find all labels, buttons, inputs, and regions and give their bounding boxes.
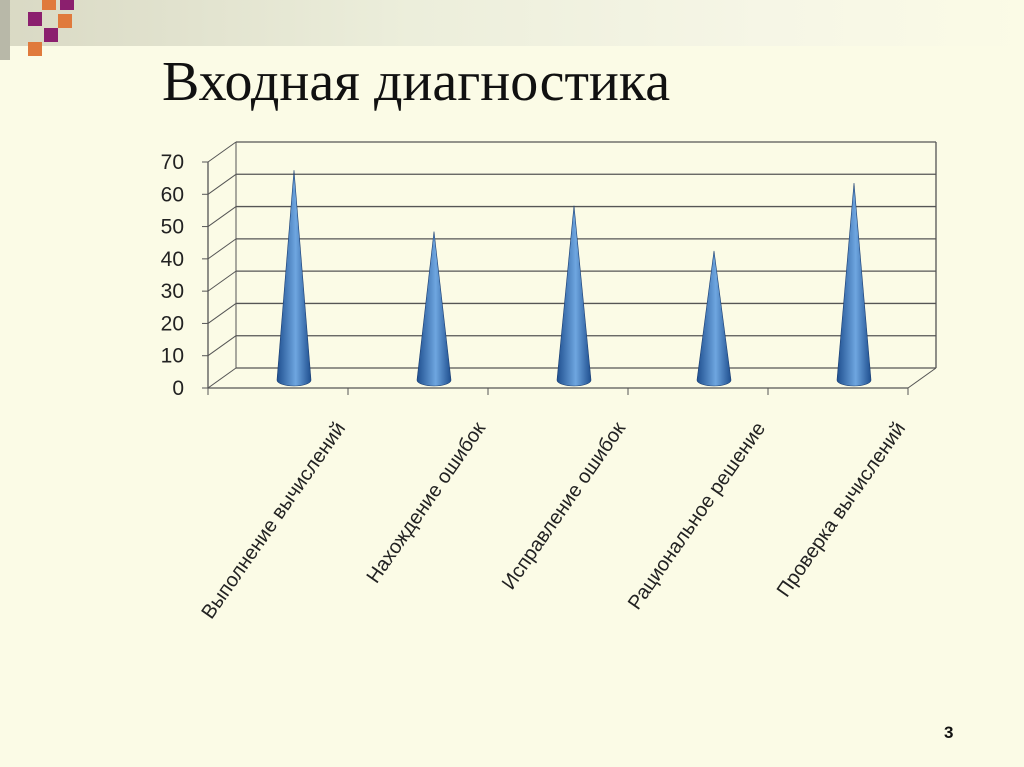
deco-square	[42, 0, 56, 10]
x-axis-category-labels: Выполнение вычислений Нахождение ошибок Ис…	[197, 418, 910, 623]
cone-4	[696, 250, 732, 387]
cone-body	[556, 205, 592, 387]
corner-squares-decoration	[0, 0, 74, 60]
x-axis-category-label: Выполнение вычислений	[197, 418, 350, 623]
deco-square	[28, 12, 42, 26]
deco-square	[44, 28, 58, 42]
gridline-diagonal	[207, 303, 237, 324]
axes	[202, 161, 937, 395]
deco-square	[28, 42, 42, 56]
y-axis-tick-label: 20	[161, 312, 184, 335]
gridline-diagonal	[207, 173, 237, 195]
cone-body	[696, 250, 732, 387]
cone-body	[416, 231, 452, 387]
gridline-diagonal	[207, 238, 237, 260]
header-gradient-bar	[0, 0, 1024, 46]
cones	[276, 170, 872, 387]
cone-body	[836, 183, 872, 387]
y-axis-tick-label: 50	[161, 216, 184, 239]
y-axis-tick-labels: 0 10 20 30 40 50 60 70	[161, 151, 184, 400]
y-axis-tick-label: 40	[161, 248, 184, 271]
page-number: 3	[944, 723, 954, 742]
gridline-diagonal	[207, 367, 237, 389]
cone-5	[836, 183, 872, 387]
y-axis-tick-label: 60	[161, 183, 184, 206]
cone-body	[276, 170, 312, 387]
slide-title: Входная диагностика	[162, 51, 671, 113]
y-axis-tick-label: 30	[161, 280, 184, 303]
floor-right-edge	[907, 367, 937, 389]
gridline-diagonal	[207, 206, 237, 227]
x-axis-category-label: Проверка вычислений	[773, 418, 910, 601]
cone-2	[416, 231, 452, 387]
cone-3	[556, 205, 592, 387]
gridline-diagonal	[207, 141, 237, 163]
deco-strip	[0, 0, 10, 60]
y-axis-tick-label: 10	[161, 345, 184, 368]
gridline-diagonal	[207, 270, 237, 292]
x-axis-category-label: Нахождение ошибок	[363, 418, 491, 587]
y-axis-tick-label: 0	[172, 377, 184, 400]
x-axis-category-label: Рациональное решение	[624, 418, 770, 614]
x-axis-category-label: Исправление ошибок	[498, 418, 630, 594]
cone-1	[276, 170, 312, 387]
gridline-diagonal	[207, 335, 237, 357]
y-axis-tick-label: 70	[161, 151, 184, 174]
deco-square	[58, 14, 72, 28]
deco-square	[60, 0, 74, 10]
gridlines	[207, 141, 937, 389]
